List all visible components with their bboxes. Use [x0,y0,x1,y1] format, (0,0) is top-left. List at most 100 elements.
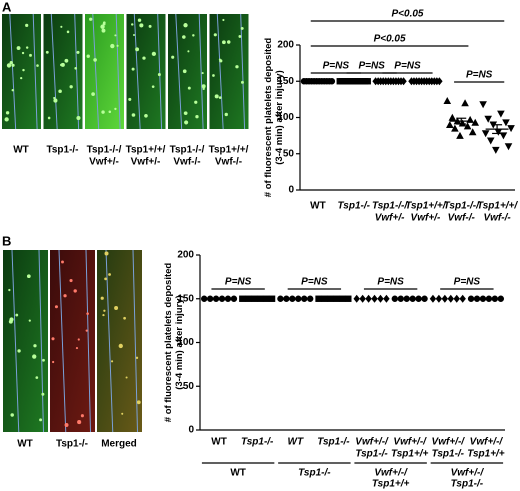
x-tick-label: Vwf-/- [483,213,511,224]
platelet-spot [114,34,117,37]
platelet-spot [111,360,114,363]
group-label: Tsp1-/- [298,468,331,479]
platelet-spot [100,296,104,300]
x-tick-label: Tsp1-/- [432,449,465,460]
x-tick-label: Tsp1-/- [355,449,388,460]
platelet-spot [58,89,62,93]
y-tick-label: 0 [288,185,294,196]
platelet-spot [9,317,14,322]
group-label: Vwf+/-/ [451,468,485,479]
platelet-spot [69,85,73,89]
data-point [283,295,290,302]
data-point [453,294,460,303]
platelet-spot [101,28,106,33]
platelet-spot [64,423,69,427]
data-point [447,294,454,303]
platelet-spot [80,414,84,418]
vessel-edge [85,249,91,433]
platelet-spot [73,289,77,293]
micrograph [209,14,249,129]
data-point [497,295,505,302]
platelet-spot [136,400,141,405]
platelet-spot [151,51,156,56]
data-point [468,128,477,136]
x-tick-label: Tsp1-/- [241,437,274,448]
platelet-spot [118,343,123,349]
image-label: Tsp1-/- [56,439,88,450]
image-label: Vwf+/- [131,157,161,168]
platelet-spot [15,313,19,317]
y-axis-label-line: (3-4 min) after injury) [174,295,185,390]
platelet-spot [222,18,225,22]
platelet-spot [53,96,56,100]
vessel-edge [133,13,141,130]
platelet-spot [76,50,80,54]
data-point [359,294,366,303]
significance-label: P=NS [225,277,252,288]
platelet-spot [139,23,144,28]
data-point [391,295,399,302]
image-label: WT [17,439,33,450]
x-tick-label: WT [310,201,326,212]
vessel-edge [50,13,58,130]
platelet-spot [240,26,244,30]
platelet-spot [33,344,37,348]
y-tick-label: 0 [188,425,194,436]
data-point [371,294,378,303]
platelet-spot [171,55,175,59]
platelet-spot [121,412,124,415]
data-point [481,130,490,138]
significance-label: P=NS [466,70,493,81]
vessel-edge [32,13,38,130]
data-point [306,295,314,302]
data-point [251,295,258,302]
data-point [327,295,334,302]
platelet-spot [108,110,112,114]
image-label: Tsp1+/+/ [126,145,166,156]
group-label: Tsp1-/- [451,479,484,490]
platelet-spot [53,98,58,103]
platelet-spot [32,354,37,359]
platelet-spot [60,63,63,67]
group-label: Vwf+/-/ [374,468,408,479]
x-tick-label: Vwf+/-/ [355,437,389,448]
platelet-spot [184,120,189,125]
group-label: WT [230,468,246,479]
platelet-spot [91,92,95,96]
platelet-spot [226,40,231,44]
platelet-spot [28,319,31,322]
platelet-spot [64,58,69,63]
y-tick-label: 200 [277,40,294,51]
x-tick-label: Vwf+/-/ [470,437,504,448]
platelet-spot [182,69,187,74]
platelet-spot [21,51,25,55]
platelet-spot [202,87,205,90]
data-point [239,295,246,302]
data-point [473,295,481,302]
platelet-spot [75,347,79,350]
data-point [471,118,480,126]
y-axis-label-line: (3-4 min) after injury) [274,70,285,165]
platelet-spot [29,53,32,57]
vessel-edge [175,13,183,130]
significance-label: P=NS [394,61,421,72]
data-point [212,295,220,302]
vessel-edge [198,13,204,130]
platelet-spot [77,338,80,341]
platelet-spot [195,115,199,119]
x-tick-label: Tsp1-/-/ [372,201,408,212]
image-label: Merged [101,439,137,450]
data-point [485,295,493,302]
vessel-edge [105,249,114,433]
data-point [492,146,500,154]
micrograph [97,250,142,432]
platelet-spot [63,294,67,298]
platelet-spot [148,24,152,28]
data-point [365,294,372,303]
platelet-spot [22,68,25,72]
x-tick-label: Vwf+/- [375,213,405,224]
vessel-edge [92,13,100,130]
significance-label: P<0.05 [392,9,424,20]
x-tick-label: Tsp1+/+/ [405,201,446,212]
platelet-spot [11,63,15,67]
